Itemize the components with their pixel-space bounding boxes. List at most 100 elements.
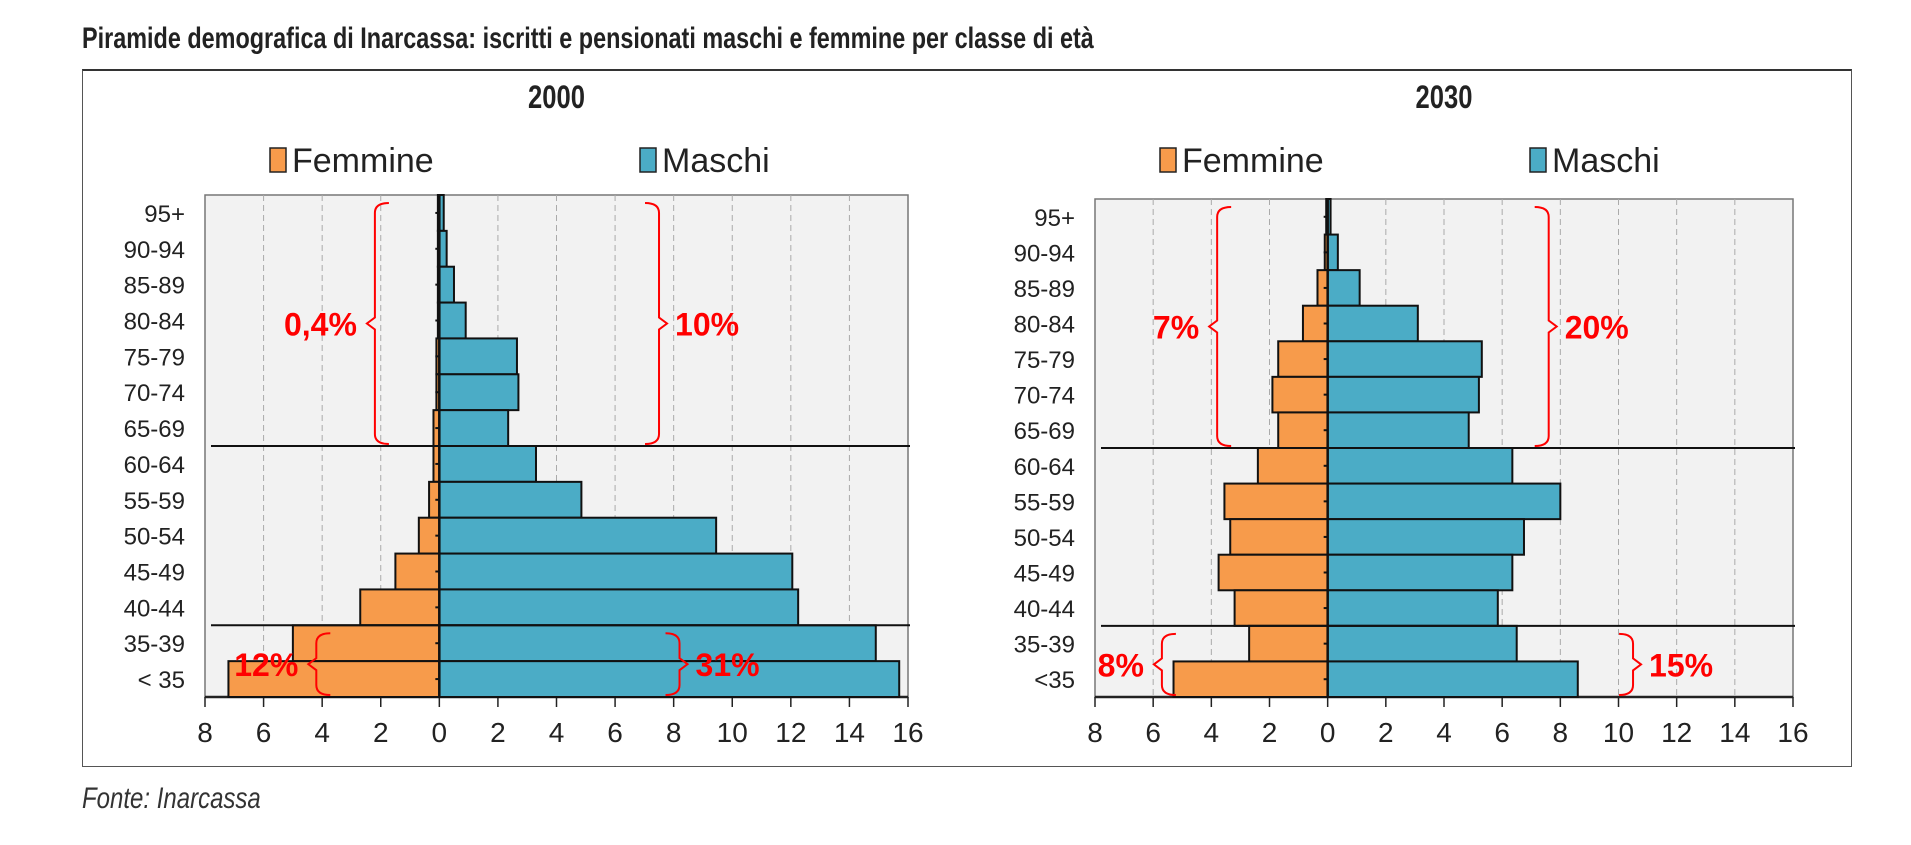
- bar-femmine: [394, 552, 441, 591]
- y-tick-label: 65-69: [1014, 418, 1075, 445]
- annotation-label: 10%: [675, 307, 739, 343]
- annotation-brace: [365, 202, 389, 445]
- bar-maschi: [1326, 340, 1483, 378]
- legend-swatch-femmine: [1159, 147, 1177, 173]
- y-tick-label: 95+: [1034, 205, 1075, 232]
- panel-title: 2000: [528, 80, 585, 115]
- y-tick-label: 40-44: [124, 595, 185, 622]
- chart-panel-2000: 2000 Femmine Maschi 8 6 4 2 0 2 4 6 8 10 12 14 16 95+ 90-…: [124, 80, 924, 748]
- annotation-label: 7%: [1153, 310, 1199, 346]
- bar-maschi: [438, 624, 877, 663]
- x-tick-label: 10: [1603, 717, 1634, 748]
- x-tick-label: 4: [549, 717, 565, 748]
- bar-maschi: [438, 445, 537, 483]
- x-tick-label: 4: [314, 717, 330, 748]
- bar-maschi: [1326, 482, 1562, 521]
- annotation-brace: [645, 202, 669, 445]
- y-tick-label: 50-54: [124, 524, 185, 551]
- bar-maschi: [1326, 411, 1470, 449]
- x-tick-label: 6: [256, 717, 272, 748]
- legend-label-femmine: Femmine: [1182, 142, 1324, 180]
- bar-femmine: [1271, 375, 1329, 414]
- source-note: Fonte: Inarcassa: [82, 782, 261, 815]
- bar-maschi: [438, 552, 794, 591]
- bar-femmine: [1248, 624, 1329, 663]
- y-tick-label: 65-69: [124, 416, 185, 443]
- bar-maschi: [1326, 589, 1499, 627]
- y-tick-label: 85-89: [124, 273, 185, 300]
- x-tick-label: 2: [1262, 717, 1278, 748]
- y-tick-label: 35-39: [1014, 632, 1075, 659]
- bar-femmine: [1223, 482, 1329, 521]
- x-tick-label: 12: [1661, 717, 1692, 748]
- annotation-label: 12%: [234, 647, 298, 683]
- x-tick-label: 8: [1087, 717, 1103, 748]
- y-tick-label: 35-39: [124, 631, 185, 658]
- y-tick-label: 80-84: [124, 309, 185, 336]
- y-tick-label: 45-49: [1014, 561, 1075, 588]
- legend-label-maschi: Maschi: [1552, 142, 1660, 180]
- y-tick-label: 75-79: [124, 344, 185, 371]
- x-tick-label: 2: [490, 717, 506, 748]
- chart-frame: [82, 69, 1852, 767]
- legend-swatch-maschi: [1529, 147, 1547, 173]
- bar-femmine: [1277, 340, 1329, 378]
- bar-maschi: [438, 337, 518, 376]
- bar-femmine: [1217, 553, 1329, 592]
- y-tick-label: 55-59: [124, 488, 185, 515]
- y-tick-label: 40-44: [1014, 596, 1075, 623]
- legend-label-maschi: Maschi: [662, 142, 770, 180]
- y-tick-label: 90-94: [124, 237, 185, 264]
- x-tick-label: 0: [1320, 717, 1336, 748]
- annotation-label: 31%: [696, 647, 760, 683]
- panel-title: 2030: [1416, 80, 1473, 115]
- y-tick-label: 95+: [144, 201, 185, 228]
- y-tick-label: 55-59: [1014, 489, 1075, 516]
- annotation-label: 0,4%: [284, 307, 357, 343]
- x-tick-label: 2: [373, 717, 389, 748]
- bar-femmine: [227, 660, 441, 699]
- annotation-label: 15%: [1649, 647, 1713, 683]
- bar-maschi: [1326, 375, 1480, 414]
- annotation-brace: [665, 632, 690, 696]
- bar-femmine: [1172, 660, 1329, 699]
- legend-swatch-maschi: [639, 147, 657, 173]
- bar-maschi: [438, 660, 901, 699]
- bar-femmine: [1229, 518, 1329, 556]
- bar-maschi: [438, 516, 718, 555]
- x-tick-label: 14: [1719, 717, 1750, 748]
- y-tick-label: 80-84: [1014, 312, 1075, 339]
- bar-femmine: [359, 588, 441, 627]
- bar-femmine: [1233, 589, 1329, 627]
- bar-maschi: [1326, 304, 1419, 343]
- annotation-brace: [1619, 632, 1643, 696]
- chart-title: Piramide demografica di Inarcassa: iscri…: [82, 22, 1094, 55]
- bar-maschi: [438, 409, 510, 447]
- bar-maschi: [1326, 518, 1525, 556]
- y-tick-label: 45-49: [124, 560, 185, 587]
- x-tick-label: 8: [666, 717, 682, 748]
- x-tick-label: 0: [432, 717, 448, 748]
- annotation-brace: [1152, 632, 1176, 696]
- annotation-label: 20%: [1565, 310, 1629, 346]
- bar-femmine: [1277, 411, 1329, 449]
- x-tick-label: 16: [892, 717, 923, 748]
- bar-maschi: [438, 301, 467, 340]
- bar-maschi: [1326, 233, 1339, 272]
- bar-maschi: [438, 373, 520, 412]
- bar-femmine: [291, 624, 441, 663]
- bar-maschi: [1326, 269, 1361, 307]
- y-tick-label: 70-74: [124, 380, 185, 407]
- chart-panel-2030: 2030 Femmine Maschi 8 6 4 2 0 2 4 6 8 10 12 14 16 95+ 90-…: [1014, 80, 1809, 748]
- x-tick-label: 14: [834, 717, 865, 748]
- bar-maschi: [438, 265, 455, 304]
- bar-maschi: [1326, 624, 1518, 663]
- x-tick-label: 6: [607, 717, 623, 748]
- y-tick-label: 60-64: [1014, 454, 1075, 481]
- x-tick-label: 16: [1777, 717, 1808, 748]
- y-tick-label: <35: [1034, 667, 1075, 694]
- y-tick-label: 75-79: [1014, 347, 1075, 374]
- annotation-brace: [306, 632, 331, 696]
- y-tick-label: < 35: [138, 667, 185, 694]
